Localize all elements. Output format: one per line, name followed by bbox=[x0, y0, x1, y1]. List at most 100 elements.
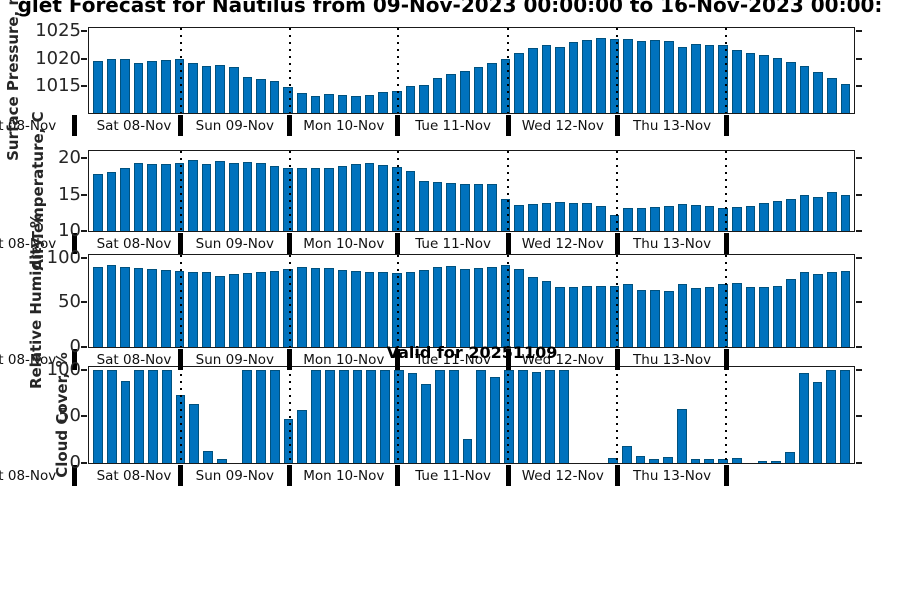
day-boundary-gridline bbox=[725, 151, 728, 231]
bar bbox=[460, 269, 470, 347]
day-big-tick bbox=[614, 233, 620, 254]
day-label: Wed 12-Nov bbox=[521, 468, 604, 484]
bar bbox=[435, 369, 445, 463]
bar bbox=[731, 458, 742, 463]
bar bbox=[840, 84, 851, 113]
day-boundary-gridline bbox=[507, 367, 510, 463]
bar bbox=[296, 168, 307, 231]
bar bbox=[473, 184, 484, 231]
y-tick-mark bbox=[856, 462, 862, 464]
day-boundary-gridline bbox=[507, 151, 510, 231]
bar bbox=[663, 291, 674, 347]
bar bbox=[352, 369, 363, 463]
day-label bbox=[727, 233, 855, 254]
bar bbox=[621, 446, 632, 463]
day-boundary-gridline bbox=[289, 255, 292, 347]
day-boundary-gridline bbox=[725, 367, 728, 463]
day-big-tick bbox=[505, 465, 511, 486]
bar bbox=[500, 59, 511, 113]
bar bbox=[718, 284, 728, 347]
day-boundary-gridline bbox=[615, 367, 618, 463]
bar bbox=[203, 450, 213, 463]
day-big-tick bbox=[287, 349, 293, 370]
day-big-tick bbox=[395, 349, 401, 370]
bar bbox=[189, 404, 200, 463]
bar bbox=[446, 74, 457, 113]
y-tick-label: 10 bbox=[58, 220, 81, 241]
bar bbox=[555, 46, 565, 113]
day-big-tick bbox=[72, 115, 77, 136]
bar bbox=[786, 279, 796, 347]
bar bbox=[283, 419, 294, 463]
y-tick-label: 1020 bbox=[35, 47, 81, 69]
bar bbox=[595, 205, 606, 231]
bar bbox=[161, 369, 172, 463]
bar bbox=[283, 167, 293, 231]
day-big-tick bbox=[395, 115, 401, 136]
bar bbox=[392, 90, 402, 113]
day-big-tick bbox=[724, 233, 730, 254]
bar bbox=[827, 192, 837, 231]
day-big-tick bbox=[724, 115, 730, 136]
bar bbox=[650, 207, 660, 231]
bar bbox=[487, 266, 497, 347]
y-axis-label-pressure: Surface Pressure, mb bbox=[4, 0, 22, 161]
bar bbox=[490, 377, 500, 463]
bar bbox=[650, 40, 660, 113]
bar bbox=[324, 268, 334, 347]
day-big-tick bbox=[287, 465, 293, 486]
bar bbox=[636, 289, 647, 347]
day-boundary-gridline bbox=[725, 255, 728, 347]
bar bbox=[364, 162, 375, 231]
bar bbox=[595, 286, 606, 347]
bar bbox=[93, 369, 103, 463]
bar bbox=[201, 271, 212, 347]
bar bbox=[677, 46, 688, 113]
bar bbox=[147, 268, 157, 347]
bar bbox=[545, 369, 556, 463]
day-big-tick bbox=[505, 115, 511, 136]
bar bbox=[364, 95, 375, 113]
bar bbox=[283, 268, 293, 347]
bar bbox=[704, 45, 715, 113]
bar bbox=[745, 205, 756, 231]
y-tick-label: 1015 bbox=[35, 74, 81, 96]
y-tick-mark bbox=[81, 193, 87, 196]
bar bbox=[448, 369, 459, 463]
bar bbox=[609, 39, 620, 113]
bar bbox=[663, 40, 674, 113]
day-big-tick bbox=[505, 349, 511, 370]
bar bbox=[650, 289, 660, 347]
day-label: Mon 10-Nov bbox=[303, 352, 385, 368]
day-big-tick bbox=[614, 349, 620, 370]
day-label: Mon 10-Nov bbox=[303, 468, 385, 484]
bar bbox=[582, 40, 592, 113]
day-label: Tue 11-Nov bbox=[415, 352, 491, 368]
day-big-tick bbox=[505, 233, 511, 254]
y-tick-mark bbox=[856, 84, 862, 87]
bar bbox=[813, 196, 824, 231]
bar bbox=[242, 76, 253, 113]
day-big-tick bbox=[724, 465, 730, 486]
bar bbox=[297, 409, 308, 463]
day-boundary-gridline bbox=[615, 151, 618, 231]
bar bbox=[106, 369, 117, 463]
bar bbox=[160, 60, 171, 113]
day-boundary-gridline bbox=[397, 367, 400, 463]
y-tick-label: 50 bbox=[58, 405, 81, 427]
bar bbox=[421, 383, 432, 463]
bar bbox=[636, 41, 647, 113]
bar bbox=[691, 44, 701, 113]
bar bbox=[351, 95, 361, 113]
bar bbox=[799, 194, 810, 231]
bar bbox=[201, 66, 212, 113]
day-label: Tue 11-Nov bbox=[415, 236, 491, 252]
bar bbox=[215, 161, 225, 231]
bar bbox=[446, 265, 457, 347]
bar bbox=[718, 45, 728, 113]
bar bbox=[269, 165, 280, 231]
bar bbox=[772, 201, 783, 231]
bar bbox=[419, 84, 429, 113]
bar bbox=[623, 38, 633, 113]
bar bbox=[531, 371, 542, 463]
